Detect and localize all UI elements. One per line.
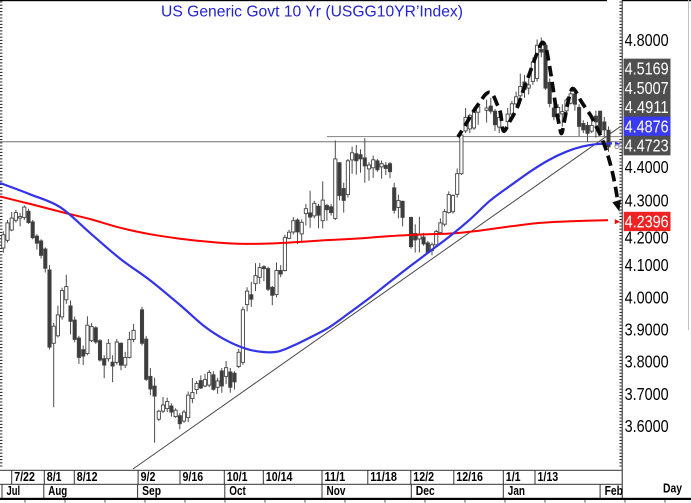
svg-text:11/18: 11/18 (370, 470, 397, 484)
svg-text:Day: Day (663, 482, 682, 496)
svg-text:Feb: Feb (605, 484, 624, 498)
svg-text:9/2: 9/2 (141, 470, 156, 484)
svg-text:11/1: 11/1 (325, 470, 346, 484)
svg-text:4.2000: 4.2000 (625, 227, 669, 247)
svg-text:Jan: Jan (508, 484, 525, 498)
svg-text:4.4911: 4.4911 (625, 97, 669, 117)
svg-text:3.9000: 3.9000 (625, 320, 669, 340)
svg-text:Aug: Aug (48, 484, 67, 498)
svg-text:4.3000: 4.3000 (625, 190, 669, 210)
svg-text:10/14: 10/14 (266, 470, 293, 484)
svg-text:12/16: 12/16 (456, 470, 483, 484)
svg-text:4.8000: 4.8000 (625, 30, 669, 50)
svg-text:4.0000: 4.0000 (625, 287, 669, 307)
svg-text:12/2: 12/2 (413, 470, 434, 484)
svg-text:3.6000: 3.6000 (625, 416, 669, 436)
svg-text:Sep: Sep (142, 484, 161, 498)
svg-text:10/1: 10/1 (227, 470, 248, 484)
svg-text:Nov: Nov (327, 484, 346, 498)
svg-text:Dec: Dec (416, 484, 435, 498)
svg-text:8/1: 8/1 (47, 470, 62, 484)
svg-text:7/22: 7/22 (14, 470, 35, 484)
svg-text:4.5169: 4.5169 (625, 59, 669, 79)
svg-text:4.4876: 4.4876 (625, 116, 669, 136)
svg-text:1/1: 1/1 (506, 470, 521, 484)
svg-text:9/16: 9/16 (183, 470, 204, 484)
svg-text:4.5007: 4.5007 (625, 78, 669, 98)
svg-text:Oct: Oct (229, 484, 246, 498)
svg-text:1/13: 1/13 (538, 470, 559, 484)
svg-text:3.8000: 3.8000 (625, 352, 669, 372)
svg-text:4.2396: 4.2396 (625, 212, 669, 232)
svg-text:4.4000: 4.4000 (625, 157, 669, 177)
svg-text:4.1000: 4.1000 (625, 255, 669, 275)
svg-text:4.4723: 4.4723 (625, 136, 669, 156)
svg-text:8/12: 8/12 (77, 470, 98, 484)
svg-text:3.7000: 3.7000 (625, 384, 669, 404)
svg-text:US Generic Govt 10 Yr (USGG10Y: US Generic Govt 10 Yr (USGG10YR’Index) (161, 4, 463, 21)
svg-text:Jul: Jul (7, 484, 21, 498)
